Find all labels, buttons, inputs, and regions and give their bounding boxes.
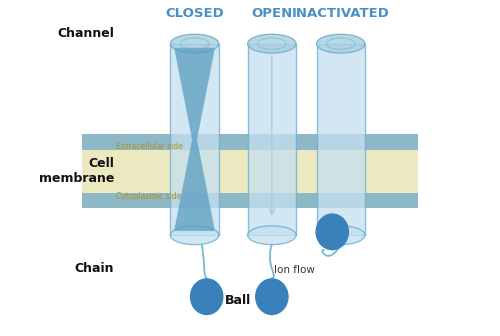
Ellipse shape <box>248 34 296 53</box>
Ellipse shape <box>190 278 224 315</box>
Bar <box>170 44 219 235</box>
Text: Channel: Channel <box>57 27 114 40</box>
Text: OPEN: OPEN <box>251 7 292 20</box>
Ellipse shape <box>170 34 219 53</box>
Ellipse shape <box>255 278 288 315</box>
Bar <box>82 193 418 208</box>
Polygon shape <box>174 139 214 230</box>
Bar <box>248 44 296 235</box>
Ellipse shape <box>316 226 365 245</box>
Ellipse shape <box>248 226 296 245</box>
Ellipse shape <box>170 226 219 245</box>
Ellipse shape <box>316 34 365 53</box>
Polygon shape <box>174 48 214 139</box>
Text: Extracellular side: Extracellular side <box>116 142 182 151</box>
Text: Ion flow: Ion flow <box>274 265 315 275</box>
Bar <box>82 134 418 150</box>
Text: Chain: Chain <box>74 262 114 275</box>
Text: INACTIVATED: INACTIVATED <box>292 7 390 20</box>
Bar <box>316 44 365 235</box>
Text: Ball: Ball <box>225 294 252 306</box>
Text: Cell
membrane: Cell membrane <box>38 157 114 185</box>
Ellipse shape <box>316 213 349 250</box>
Bar <box>82 134 418 208</box>
Text: Cytoplasmic side: Cytoplasmic side <box>116 192 181 201</box>
Text: CLOSED: CLOSED <box>165 7 224 20</box>
